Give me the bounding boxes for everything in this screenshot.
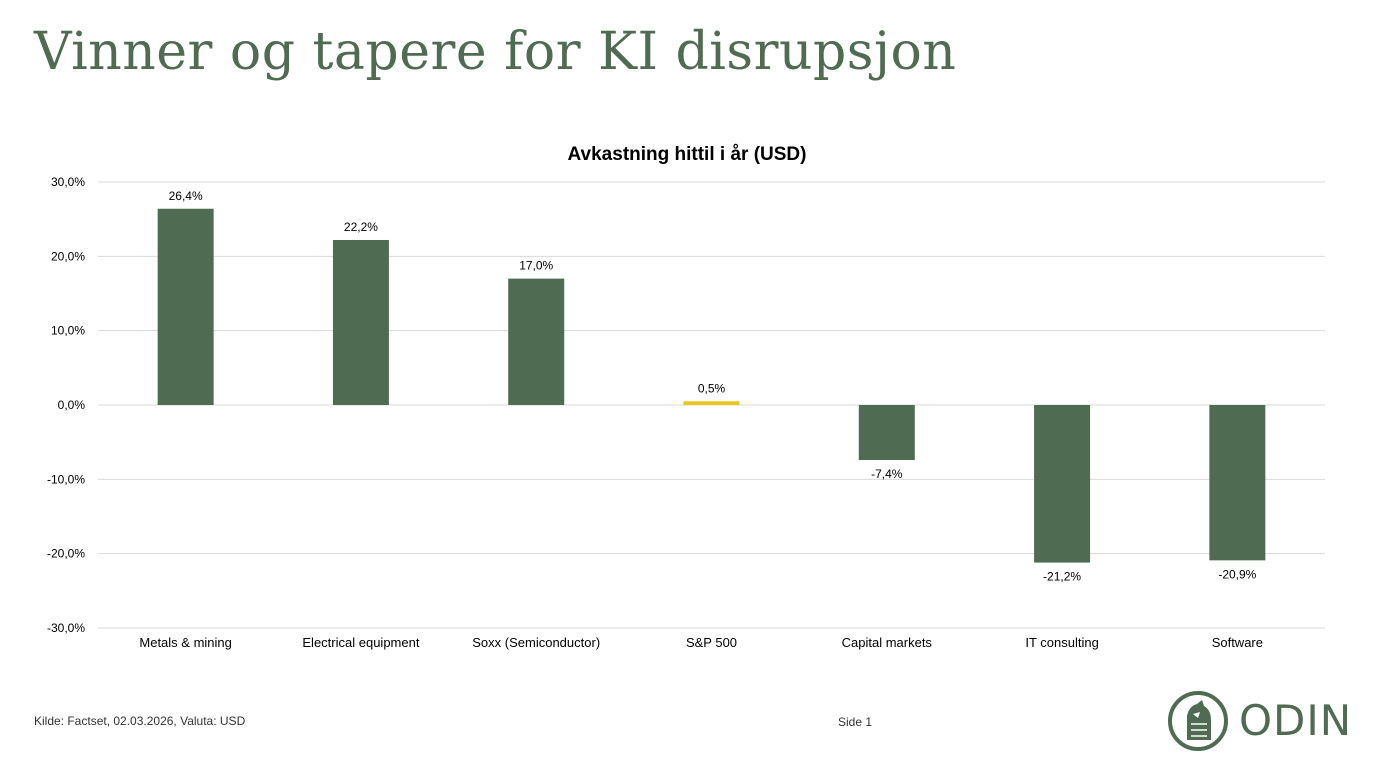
y-tick-label: -20,0% xyxy=(47,547,85,561)
data-label: 22,2% xyxy=(344,220,378,234)
logo-wordmark: ODIN xyxy=(1239,696,1353,745)
bar-electrical-equipment xyxy=(332,239,389,405)
chart-title: Avkastning hittil i år (USD) xyxy=(568,144,807,165)
x-tick-label: Metals & mining xyxy=(139,635,231,650)
y-tick-label: 0,0% xyxy=(58,398,86,412)
odin-logo: ODIN xyxy=(1167,690,1357,754)
data-label: 17,0% xyxy=(519,259,553,273)
data-label: -21,2% xyxy=(1043,570,1081,584)
data-label: -7,4% xyxy=(871,467,903,481)
y-tick-label: 30,0% xyxy=(51,175,85,189)
bar-software xyxy=(1209,405,1266,561)
x-tick-label: S&P 500 xyxy=(686,635,737,650)
bar-capital-markets xyxy=(858,405,915,461)
x-tick-label: Soxx (Semiconductor) xyxy=(472,635,600,650)
bar-it-consulting xyxy=(1034,405,1091,563)
bar-soxx-semiconductor xyxy=(508,278,565,405)
bar-metals-mining xyxy=(157,208,214,405)
x-tick-label: Software xyxy=(1212,635,1263,650)
odin-emblem-icon xyxy=(1168,691,1228,751)
y-tick-label: -10,0% xyxy=(47,472,85,486)
data-label: 26,4% xyxy=(169,189,203,203)
x-tick-label: Electrical equipment xyxy=(302,635,419,650)
y-tick-label: -30,0% xyxy=(47,621,85,635)
y-tick-label: 10,0% xyxy=(51,324,85,338)
slide-title: Vinner og tapere for KI disrupsjon xyxy=(34,22,957,82)
data-label: 0,5% xyxy=(698,381,726,395)
x-tick-label: IT consulting xyxy=(1025,635,1098,650)
y-tick-label: 20,0% xyxy=(51,249,85,263)
bar-s-p-500 xyxy=(683,401,740,405)
x-tick-label: Capital markets xyxy=(842,635,933,650)
footer-source: Kilde: Factset, 02.03.2026, Valuta: USD xyxy=(34,714,246,728)
page-number: Side 1 xyxy=(838,715,873,729)
data-label: -20,9% xyxy=(1218,567,1256,581)
